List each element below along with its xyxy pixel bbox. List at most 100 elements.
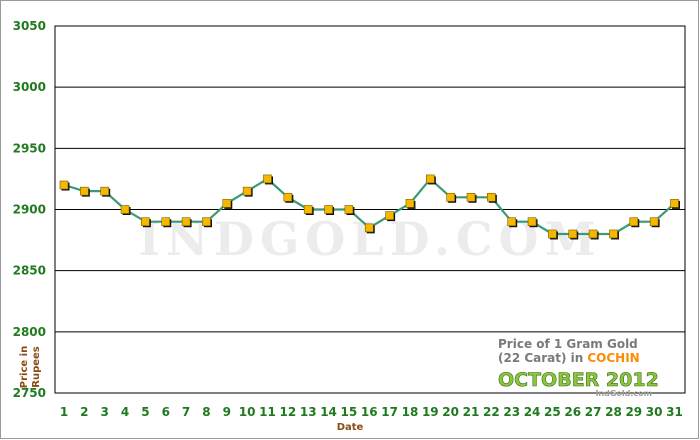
marker: [507, 217, 517, 227]
marker: [466, 192, 476, 202]
marker: [222, 199, 232, 208]
x-tick-label: 21: [463, 405, 480, 419]
data-point: [80, 186, 90, 197]
x-axis-label: Date: [337, 422, 364, 433]
x-tick-label: 12: [279, 405, 296, 419]
marker: [385, 211, 394, 220]
x-tick-label: 2: [80, 405, 88, 419]
marker: [100, 186, 109, 196]
data-point: [303, 205, 314, 215]
x-tick-label: 10: [239, 405, 256, 419]
marker: [649, 217, 659, 227]
caption-month: OCTOBER 2012: [498, 369, 659, 391]
x-tick-label: 28: [605, 405, 622, 419]
y-tick-label: 3050: [13, 19, 46, 33]
caption-title-line2: (22 Carat) in COCHIN: [498, 351, 640, 365]
x-tick-label: 20: [442, 405, 459, 419]
data-point: [283, 192, 294, 203]
x-tick-label: 19: [422, 405, 439, 419]
data-point: [670, 199, 680, 209]
data-point: [487, 192, 497, 203]
x-tick-label: 9: [223, 405, 231, 419]
data-point: [425, 174, 436, 185]
y-tick-label: 3000: [13, 80, 46, 94]
marker: [303, 205, 313, 214]
marker: [242, 186, 252, 196]
marker: [283, 192, 293, 202]
y-tick-label: 2850: [13, 264, 46, 278]
data-point: [629, 217, 640, 228]
marker: [141, 217, 150, 227]
y-axis-label-line1: Price in: [19, 346, 30, 388]
marker: [568, 229, 578, 239]
marker: [263, 174, 272, 184]
data-point: [59, 180, 70, 191]
caption-city: COCHIN: [587, 351, 639, 365]
x-tick-label: 29: [625, 405, 642, 419]
marker: [527, 217, 537, 227]
marker: [80, 186, 89, 196]
data-point: [120, 205, 131, 215]
data-point: [507, 217, 518, 228]
x-tick-label: 26: [564, 405, 581, 419]
data-point: [161, 217, 172, 228]
data-point: [242, 186, 253, 197]
y-axis-ticks: 2750 2800 2850 2900 2950 3000 3050: [13, 19, 46, 400]
data-point: [324, 205, 335, 215]
y-tick-label: 2950: [13, 141, 46, 155]
x-tick-label: 6: [162, 405, 170, 419]
data-point: [385, 211, 396, 222]
y-tick-label: 2750: [13, 386, 46, 400]
data-point: [141, 217, 151, 228]
data-point: [527, 217, 538, 228]
data-point: [364, 223, 375, 234]
marker: [364, 223, 374, 233]
x-tick-label: 4: [121, 405, 129, 419]
marker: [324, 205, 333, 214]
caption-credit: IndGold.com: [595, 389, 652, 398]
data-point: [548, 229, 558, 240]
data-point: [405, 199, 416, 209]
x-axis-ticks: 1 2 3 4 5 6 7 8 9 10 11 12 13 14 15 16 17 18 19 20 21 22 23 24 2…: [60, 405, 683, 419]
data-point: [588, 229, 599, 240]
y-tick-label: 2900: [13, 203, 46, 217]
marker: [629, 217, 639, 227]
x-tick-label: 24: [524, 405, 541, 419]
data-point: [344, 205, 355, 215]
x-tick-label: 14: [320, 405, 337, 419]
x-tick-label: 11: [259, 405, 276, 419]
data-point: [222, 199, 233, 209]
data-point: [649, 217, 660, 228]
x-tick-label: 30: [646, 405, 663, 419]
marker: [609, 229, 618, 239]
series-markers: [59, 174, 680, 240]
marker: [670, 199, 679, 208]
marker: [202, 217, 211, 227]
marker: [405, 199, 415, 208]
marker: [59, 180, 69, 190]
marker: [548, 229, 557, 239]
marker: [120, 205, 130, 214]
y-tick-label: 2800: [13, 325, 46, 339]
data-point: [100, 186, 111, 197]
data-point: [568, 229, 579, 240]
x-tick-label: 5: [141, 405, 149, 419]
data-point: [609, 229, 619, 240]
x-tick-label: 1: [60, 405, 68, 419]
marker: [181, 217, 191, 227]
x-tick-label: 17: [381, 405, 398, 419]
x-tick-label: 16: [361, 405, 378, 419]
x-tick-label: 22: [483, 405, 500, 419]
x-tick-label: 31: [666, 405, 683, 419]
marker: [425, 174, 435, 184]
x-tick-label: 27: [585, 405, 602, 419]
x-tick-label: 23: [503, 405, 520, 419]
x-tick-label: 18: [402, 405, 419, 419]
plot-border: [54, 25, 686, 394]
x-tick-label: 15: [341, 405, 358, 419]
caption-title-line1: Price of 1 Gram Gold: [498, 337, 638, 351]
x-tick-label: 7: [182, 405, 190, 419]
marker: [344, 205, 354, 214]
marker: [487, 192, 496, 202]
x-tick-label: 25: [544, 405, 561, 419]
